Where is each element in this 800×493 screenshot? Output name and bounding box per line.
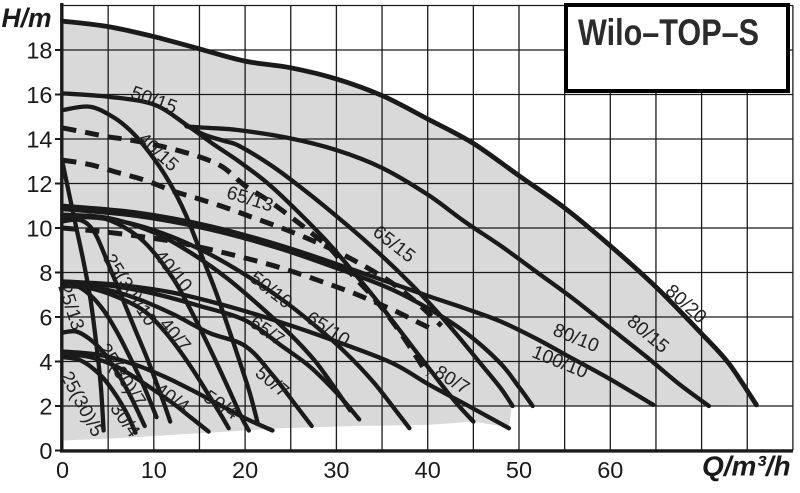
svg-text:8: 8 <box>39 260 52 286</box>
svg-text:4: 4 <box>39 349 52 375</box>
svg-text:20: 20 <box>232 457 258 483</box>
svg-text:12: 12 <box>26 171 52 197</box>
svg-text:10: 10 <box>141 457 167 483</box>
svg-text:30: 30 <box>323 457 349 483</box>
svg-text:6: 6 <box>39 305 52 331</box>
svg-text:14: 14 <box>26 127 52 153</box>
svg-text:0: 0 <box>56 457 69 483</box>
svg-text:2: 2 <box>39 394 52 420</box>
svg-text:10: 10 <box>26 216 52 242</box>
svg-text:Q/m³/h: Q/m³/h <box>702 451 791 482</box>
svg-text:40: 40 <box>415 457 441 483</box>
svg-text:18: 18 <box>26 38 52 64</box>
svg-text:50: 50 <box>506 457 532 483</box>
svg-text:0: 0 <box>39 438 52 464</box>
svg-text:Wilo–TOP–S: Wilo–TOP–S <box>578 12 759 53</box>
svg-text:H/m: H/m <box>2 3 52 33</box>
svg-text:16: 16 <box>26 82 52 108</box>
svg-text:60: 60 <box>597 457 623 483</box>
